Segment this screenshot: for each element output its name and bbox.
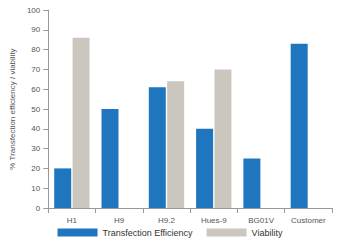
svg-text:60: 60 <box>31 85 40 94</box>
svg-text:20: 20 <box>31 164 40 173</box>
svg-text:Customer: Customer <box>291 216 326 225</box>
svg-text:40: 40 <box>31 124 40 133</box>
svg-text:H9: H9 <box>114 216 125 225</box>
svg-text:BG01V: BG01V <box>248 216 274 225</box>
svg-text:Viability: Viability <box>252 228 283 238</box>
svg-text:80: 80 <box>31 45 40 54</box>
svg-text:Hues-9: Hues-9 <box>201 216 227 225</box>
svg-text:30: 30 <box>31 144 40 153</box>
svg-text:10: 10 <box>31 184 40 193</box>
svg-text:% Transfection efficiency / vi: % Transfection efficiency / viability <box>8 48 17 169</box>
svg-text:Transfection Efficiency: Transfection Efficiency <box>103 228 194 238</box>
svg-text:H9.2: H9.2 <box>158 216 175 225</box>
svg-text:50: 50 <box>31 105 40 114</box>
svg-text:H1: H1 <box>67 216 78 225</box>
svg-text:70: 70 <box>31 65 40 74</box>
svg-text:0: 0 <box>36 204 41 213</box>
svg-text:90: 90 <box>31 25 40 34</box>
svg-text:100: 100 <box>27 6 41 15</box>
